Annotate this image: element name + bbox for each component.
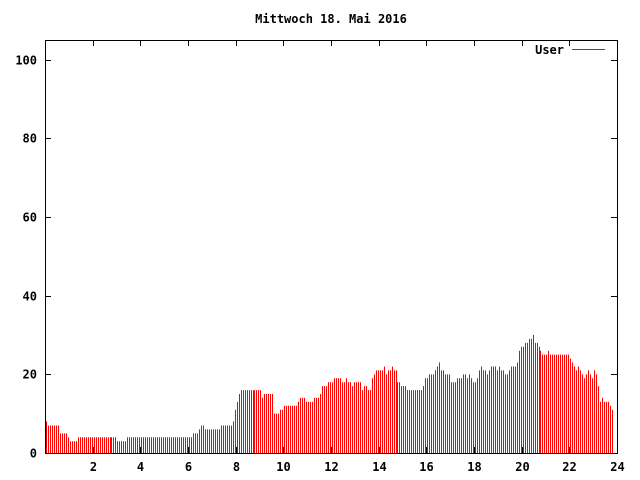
x-tick-label: 24 [610,460,624,474]
x-tick-label: 18 [467,460,481,474]
y-tick-label: 60 [23,211,37,225]
x-axis: 2 4 6 8 10 12 14 16 18 20 22 24 [90,40,625,474]
y-tick-label: 20 [23,368,37,382]
x-tick-label: 12 [324,460,338,474]
x-tick-label: 8 [233,460,240,474]
x-tick-label: 16 [419,460,433,474]
x-tick-label: 20 [515,460,529,474]
legend-label-user: User [535,43,564,57]
y-axis: 0 20 40 60 80 100 [15,54,617,461]
x-tick-label: 22 [562,460,576,474]
x-tick-label: 2 [90,460,97,474]
bars-user [46,335,613,453]
y-tick-label: 100 [15,54,37,68]
y-tick-label: 40 [23,290,37,304]
x-tick-label: 4 [137,460,144,474]
x-tick-label: 6 [185,460,192,474]
y-tick-label: 0 [30,447,37,461]
x-tick-label: 10 [276,460,290,474]
legend: User [535,43,605,57]
y-tick-label: 80 [23,132,37,146]
chart-title: Mittwoch 18. Mai 2016 [255,12,407,26]
x-tick-label: 14 [372,460,386,474]
